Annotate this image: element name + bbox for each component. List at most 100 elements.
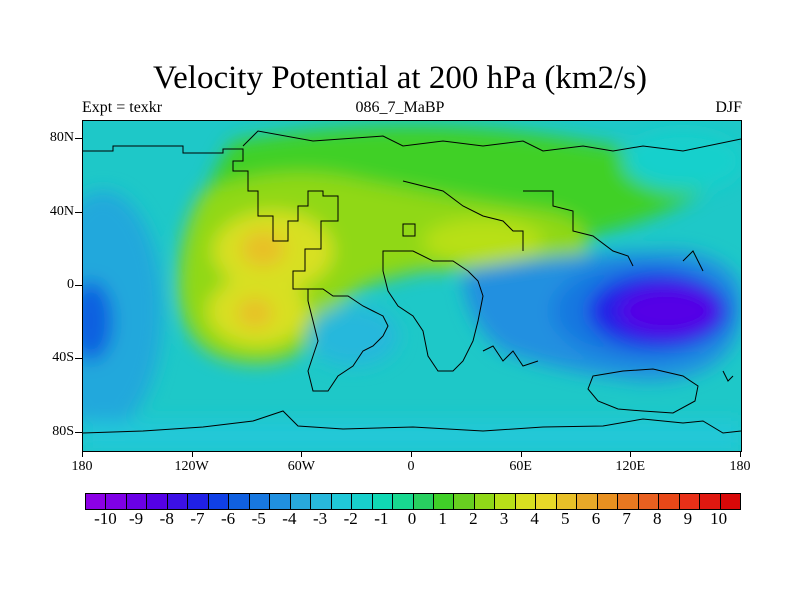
colorbar-label: -6	[220, 509, 236, 528]
colorbar-segment	[270, 494, 291, 509]
colorbar-segment	[618, 494, 639, 509]
colorbar-segment	[352, 494, 373, 509]
contour-negative-west	[83, 191, 163, 431]
longitude-tick	[740, 451, 741, 457]
contour-pacific-core	[618, 286, 718, 336]
colorbar-segment	[86, 494, 107, 509]
longitude-tick-label: 0	[407, 459, 415, 474]
colorbar-segment	[331, 494, 353, 509]
colorbar-segment	[290, 494, 312, 509]
colorbar-label: 2	[469, 509, 478, 528]
colorbar-segment	[167, 494, 189, 509]
colorbar-segment	[208, 494, 230, 509]
colorbar	[85, 493, 741, 510]
colorbar-segment	[433, 494, 455, 509]
coastline-eurasia	[242, 130, 741, 267]
case-label: 086_7_MaBP	[355, 99, 445, 116]
contour-negative-west-core	[83, 281, 113, 361]
colorbar-segment	[536, 494, 557, 509]
colorbar-segment	[495, 494, 516, 509]
colorbar-label: -4	[282, 509, 297, 528]
longitude-tick	[191, 451, 193, 457]
colorbar-label: 3	[499, 509, 509, 528]
colorbar-segment	[556, 494, 578, 509]
latitude-tick-label: 0	[67, 277, 74, 292]
latitude-tick	[75, 211, 82, 213]
colorbar-segment	[720, 494, 740, 509]
latitude-tick-label: 80S	[52, 423, 74, 439]
colorbar-label: -5	[251, 509, 266, 528]
plot-title: Velocity Potential at 200 hPa (km2/s)	[152, 60, 648, 96]
colorbar-label: -10	[94, 509, 117, 528]
colorbar-label: 1	[438, 509, 447, 528]
colorbar-label: -1	[374, 509, 389, 528]
colorbar-segment	[372, 494, 394, 509]
colorbar-segment	[515, 494, 537, 509]
colorbar-label: 4	[530, 509, 539, 528]
colorbar-label: -9	[129, 509, 144, 528]
latitude-tick	[75, 431, 82, 433]
colorbar-label: 5	[561, 509, 570, 528]
coastline-island	[402, 223, 416, 237]
colorbar-label: 7	[622, 509, 631, 528]
latitude-tick	[75, 358, 82, 360]
longitude-tick-label: 120W	[174, 459, 209, 474]
continent-outlines	[83, 130, 741, 434]
contour-high-south	[237, 298, 273, 328]
coastline-north-america	[83, 145, 339, 301]
latitude-tick-label: 40S	[52, 350, 74, 366]
colorbar-label: -2	[343, 509, 358, 528]
coastline-south-america	[307, 288, 389, 392]
colorbar-segment	[577, 494, 598, 509]
colorbar-segment	[700, 494, 721, 509]
colorbar-label: -7	[190, 509, 205, 528]
longitude-tick	[520, 451, 522, 457]
colorbar-label: 0	[407, 509, 417, 528]
contour-atlantic-low	[308, 306, 398, 366]
longitude-tick-label: 180	[729, 459, 751, 474]
map-panel	[82, 120, 742, 452]
colorbar-segment	[229, 494, 250, 509]
colorbar-segment	[311, 494, 332, 509]
colorbar-segment	[638, 494, 660, 509]
colorbar-segment	[597, 494, 619, 509]
coastline-maritime	[482, 250, 734, 382]
colorbar-segment	[679, 494, 701, 509]
longitude-tick	[411, 451, 412, 457]
longitude-tick-label: 60W	[287, 459, 315, 474]
contour-high-north	[241, 231, 285, 267]
coastline-australia	[587, 368, 699, 414]
velocity-potential-field	[83, 121, 741, 451]
longitude-tick	[630, 451, 632, 457]
latitude-tick-label: 40N	[49, 203, 74, 219]
colorbar-segment	[393, 494, 414, 509]
latitude-tick-label: 80N	[49, 130, 74, 146]
contour-fill-layer	[83, 126, 741, 451]
colorbar-label: -3	[312, 509, 328, 528]
colorbar-label: 10	[710, 509, 728, 528]
contour-southern-band	[83, 421, 741, 451]
colorbar-segment	[659, 494, 680, 509]
season-label: DJF	[715, 99, 742, 116]
colorbar-segment	[188, 494, 209, 509]
latitude-tick	[75, 285, 82, 286]
colorbar-segment	[249, 494, 271, 509]
longitude-tick	[82, 451, 83, 457]
colorbar-segment	[474, 494, 496, 509]
coastline-africa	[382, 250, 484, 372]
coastline-antarctica	[83, 410, 741, 434]
colorbar-segment	[106, 494, 127, 509]
colorbar-segment	[413, 494, 434, 509]
latitude-tick	[75, 138, 82, 140]
colorbar-label: 6	[591, 509, 601, 528]
experiment-label: Expt = texkr	[82, 99, 163, 116]
longitude-tick-label: 60E	[509, 459, 532, 474]
contour-northeast-green	[623, 131, 741, 191]
colorbar-segment	[147, 494, 168, 509]
colorbar-segment	[126, 494, 148, 509]
colorbar-label: 8	[653, 509, 662, 528]
colorbar-label: 9	[683, 509, 693, 528]
colorbar-label: -8	[159, 509, 174, 528]
contour-yellow-east	[423, 219, 543, 263]
longitude-tick-label: 180	[71, 459, 93, 474]
